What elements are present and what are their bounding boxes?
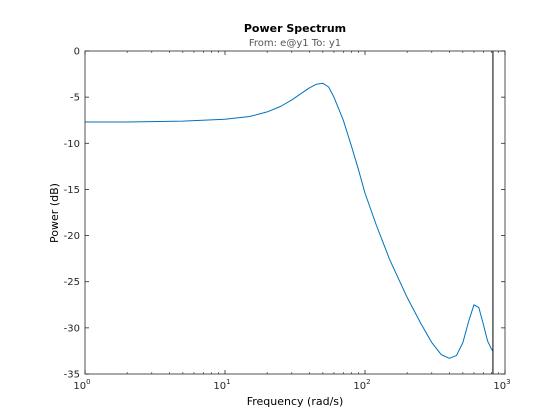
y-tick-label: -20 [64, 231, 80, 242]
chart-title: Power Spectrum [244, 22, 346, 35]
y-tick-labels: 0 -5 -10 -15 -20 -25 -30 -35 [64, 47, 80, 381]
chart-subtitle: From: e@y1 To: y1 [249, 38, 341, 49]
x-tick-labels: 100 101 102 103 [73, 378, 510, 392]
x-tick-label: 101 [213, 378, 230, 392]
plot-frame [84, 50, 506, 375]
x-axis-label: Frequency (rad/s) [247, 395, 344, 408]
x-tick-label: 103 [493, 378, 510, 392]
y-tick-label: -10 [64, 139, 80, 150]
spectrum-line [85, 82, 494, 359]
y-tick-label: -35 [64, 370, 80, 381]
x-tick-label: 100 [73, 378, 90, 392]
y-axis-label: Power (dB) [48, 183, 61, 243]
y-tick-label: -5 [70, 93, 80, 104]
y-tick-label: -30 [64, 323, 80, 334]
y-tick-label: -15 [64, 185, 80, 196]
y-tick-label: -25 [64, 277, 80, 288]
y-tick-label: 0 [74, 47, 80, 58]
x-tick-label: 102 [353, 378, 370, 392]
series-layer [85, 51, 494, 374]
plot-area [85, 51, 505, 374]
